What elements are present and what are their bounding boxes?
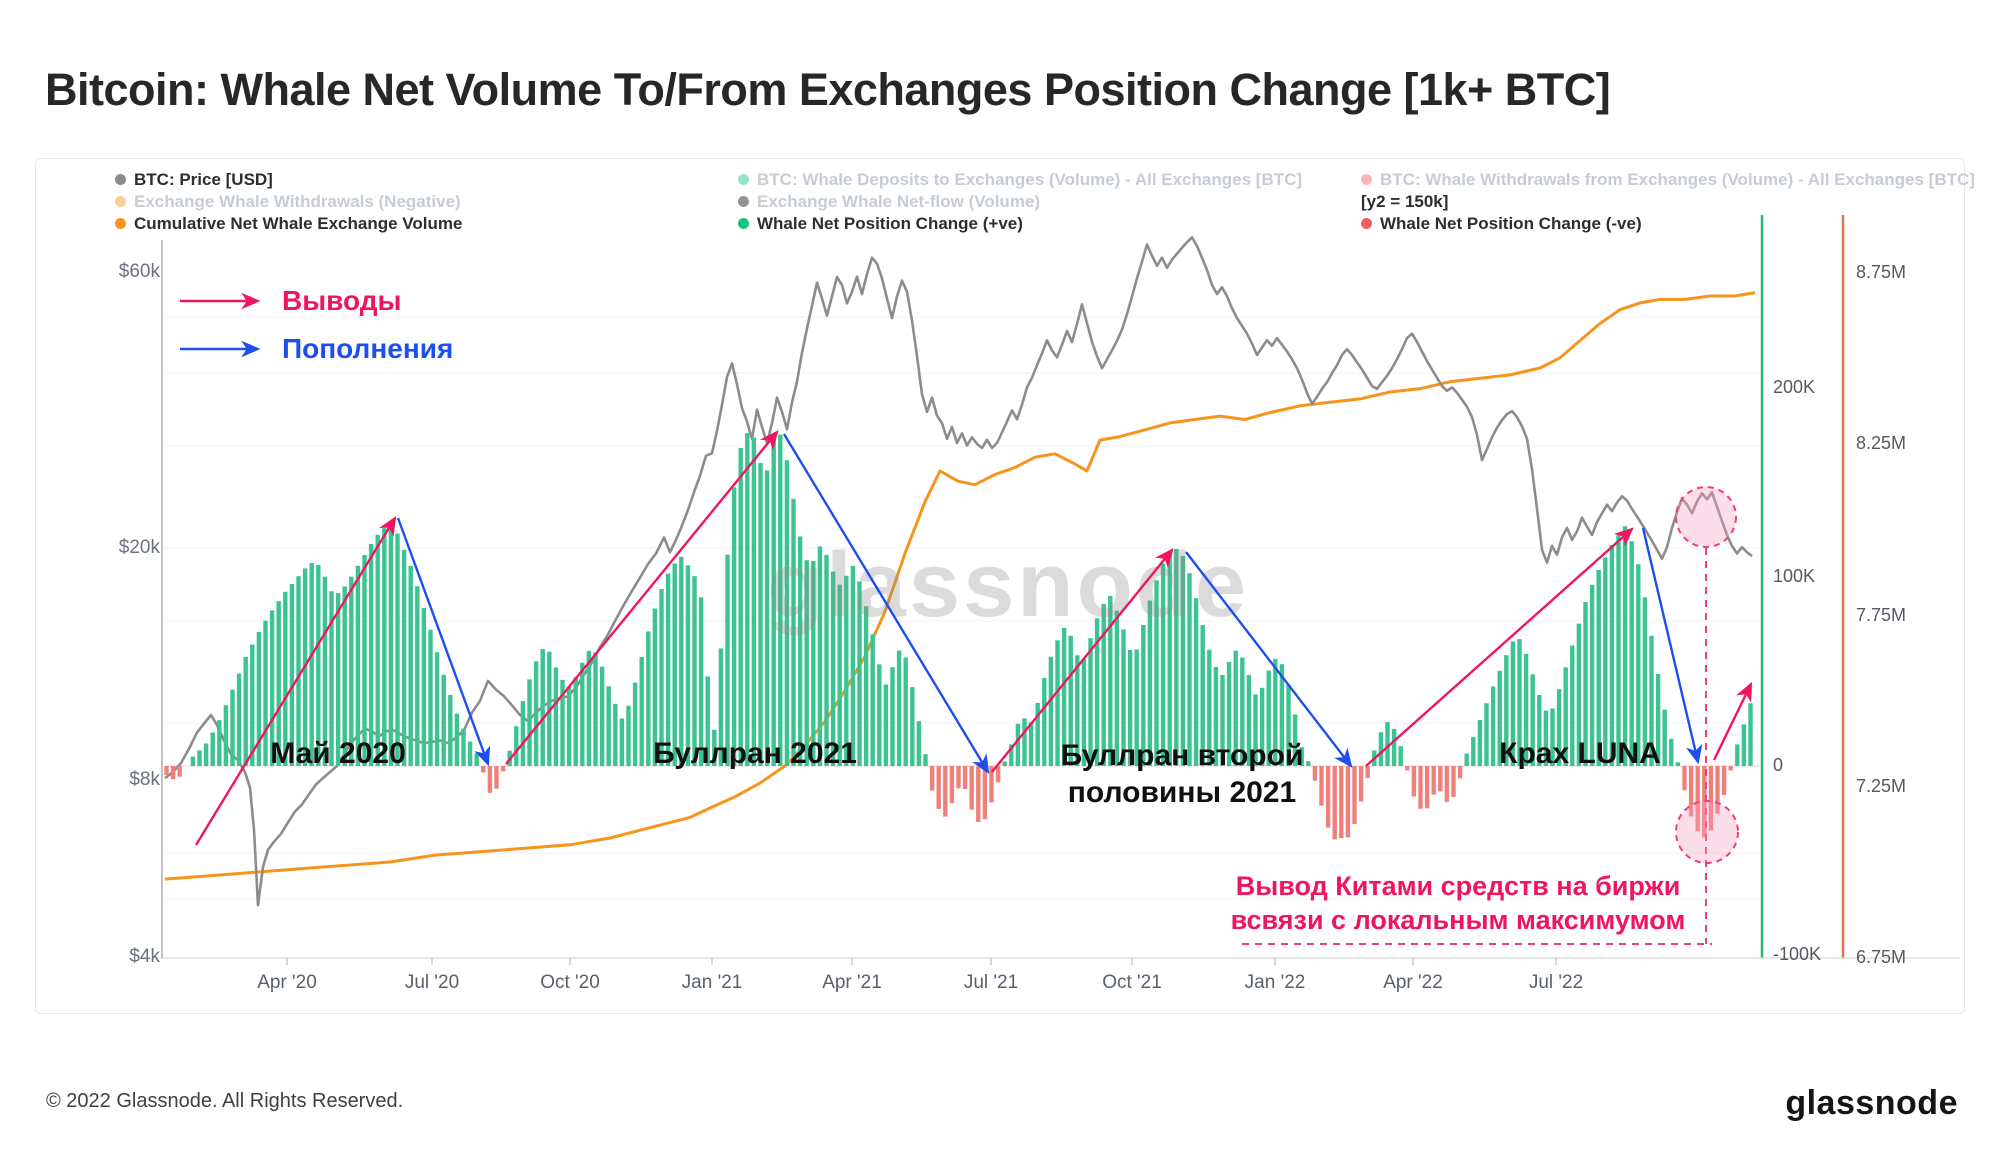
x-axis-tick: Jan '21 xyxy=(681,972,743,993)
y-axis-price-tick: $8k xyxy=(129,769,160,790)
annotation-whale-deposits-line2: всвязи с локальным максимумом xyxy=(1230,905,1686,935)
y2-axis-netposition-tick: -100K xyxy=(1773,944,1822,964)
annotation-bullrun-2h-line2: половины 2021 xyxy=(1067,776,1297,809)
legend-item-label: [y2 = 150k] xyxy=(1361,191,1449,211)
x-axis-tick: Jul '20 xyxy=(404,972,460,993)
annotation-bullrun-2h-line1: Буллран второй xyxy=(1060,739,1304,772)
annotation-luna-crash: Крах LUNA xyxy=(1499,737,1661,770)
legend-item[interactable]: Whale Net Position Change (-ve) xyxy=(1361,213,1642,234)
annotation-whale-deposits-line1: Вывод Китами средств на биржи xyxy=(1235,871,1681,901)
legend-dot-icon xyxy=(738,174,749,185)
legend-item[interactable]: Cumulative Net Whale Exchange Volume xyxy=(115,213,462,234)
x-axis-tick: Jul '21 xyxy=(963,972,1019,993)
withdrawals-key-label: Выводы xyxy=(282,285,402,316)
y-axis-price-tick: $20k xyxy=(118,537,160,558)
legend-item[interactable]: [y2 = 150k] xyxy=(1361,191,1448,212)
x-axis-tick: Apr '22 xyxy=(1383,972,1443,993)
page-title: Bitcoin: Whale Net Volume To/From Exchan… xyxy=(45,64,1611,116)
y2-axis-netposition-tick: 200K xyxy=(1773,377,1816,397)
legend-item[interactable]: Whale Net Position Change (+ve) xyxy=(738,213,1023,234)
legend-item-label: Exchange Whale Net-flow (Volume) xyxy=(757,191,1041,211)
x-axis-tick: Jul '22 xyxy=(1528,972,1584,993)
legend-dot-icon xyxy=(738,196,749,207)
y3-axis-cumulative-tick: 8.25M xyxy=(1856,433,1907,453)
y-axis-price-tick: $60k xyxy=(118,261,160,282)
annotation-may-2020: Май 2020 xyxy=(270,737,406,770)
legend-item[interactable]: Exchange Whale Net-flow (Volume) xyxy=(738,191,1040,212)
legend-dot-icon xyxy=(115,174,126,185)
y2-axis-netposition-tick: 0 xyxy=(1773,755,1784,775)
legend-item[interactable]: BTC: Price [USD] xyxy=(115,169,273,190)
legend-item-label: BTC: Price [USD] xyxy=(134,169,273,189)
x-axis-tick: Jan '22 xyxy=(1244,972,1306,993)
legend-item-label: Cumulative Net Whale Exchange Volume xyxy=(134,213,463,233)
x-axis-tick: Apr '21 xyxy=(822,972,882,993)
y3-axis-cumulative-tick: 7.75M xyxy=(1856,605,1907,625)
y3-axis-cumulative-tick: 6.75M xyxy=(1856,947,1907,967)
legend-item[interactable]: BTC: Whale Withdrawals from Exchanges (V… xyxy=(1361,169,1975,190)
legend-dot-icon xyxy=(115,218,126,229)
deposits-key-label: Пополнения xyxy=(282,333,454,364)
legend-dot-icon xyxy=(1361,174,1372,185)
annotation-bullrun-2h-2021: Буллран второй половины 2021 xyxy=(1061,737,1304,811)
annotation-whale-deposits: Вывод Китами средств на биржи всвязи с л… xyxy=(1231,869,1686,937)
legend-dot-icon xyxy=(115,196,126,207)
legend-item-label: Whale Net Position Change (-ve) xyxy=(1380,213,1642,233)
legend-item[interactable]: BTC: Whale Deposits to Exchanges (Volume… xyxy=(738,169,1302,190)
copyright-text: © 2022 Glassnode. All Rights Reserved. xyxy=(46,1090,404,1112)
legend-dot-icon xyxy=(1361,218,1372,229)
y3-axis-cumulative-tick: 7.25M xyxy=(1856,776,1907,796)
y2-axis-netposition-tick: 100K xyxy=(1773,566,1816,586)
legend-item[interactable]: Exchange Whale Withdrawals (Negative) xyxy=(115,191,461,212)
y-axis-price-tick: $4k xyxy=(129,946,160,967)
legend-item-label: BTC: Whale Deposits to Exchanges (Volume… xyxy=(757,169,1303,189)
legend-item-label: Whale Net Position Change (+ve) xyxy=(757,213,1023,233)
x-axis-tick: Oct '20 xyxy=(540,972,600,993)
x-axis-tick: Apr '20 xyxy=(257,972,317,993)
y3-axis-cumulative-tick: 8.75M xyxy=(1856,262,1907,282)
legend-dot-icon xyxy=(738,218,749,229)
legend-item-label: Exchange Whale Withdrawals (Negative) xyxy=(134,191,461,211)
legend-item-label: BTC: Whale Withdrawals from Exchanges (V… xyxy=(1380,169,1975,189)
glassnode-logo: glassnode xyxy=(1785,1084,1958,1122)
x-axis-tick: Oct '21 xyxy=(1102,972,1162,993)
annotation-bullrun-2021: Буллран 2021 xyxy=(653,737,857,770)
